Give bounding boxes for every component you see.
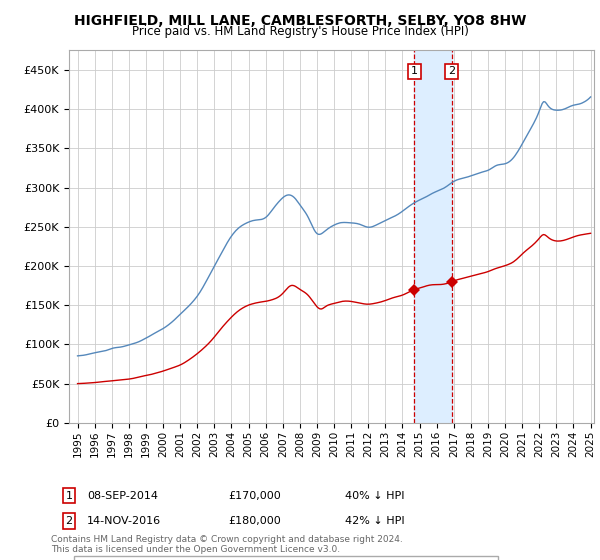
Text: 1: 1 (411, 67, 418, 77)
Legend: HIGHFIELD, MILL LANE, CAMBLESFORTH, SELBY, YO8 8HW (detached house), HPI: Averag: HIGHFIELD, MILL LANE, CAMBLESFORTH, SELB… (74, 556, 498, 560)
Text: 42% ↓ HPI: 42% ↓ HPI (345, 516, 404, 526)
Text: £180,000: £180,000 (228, 516, 281, 526)
Text: Contains HM Land Registry data © Crown copyright and database right 2024.
This d: Contains HM Land Registry data © Crown c… (51, 535, 403, 554)
Text: 40% ↓ HPI: 40% ↓ HPI (345, 491, 404, 501)
Text: 08-SEP-2014: 08-SEP-2014 (87, 491, 158, 501)
Bar (414, 50, 452, 423)
Text: 1: 1 (65, 491, 73, 501)
Text: 2: 2 (448, 67, 455, 77)
Text: Price paid vs. HM Land Registry's House Price Index (HPI): Price paid vs. HM Land Registry's House … (131, 25, 469, 38)
Text: £170,000: £170,000 (228, 491, 281, 501)
Text: 2: 2 (65, 516, 73, 526)
Text: 14-NOV-2016: 14-NOV-2016 (87, 516, 161, 526)
Text: HIGHFIELD, MILL LANE, CAMBLESFORTH, SELBY, YO8 8HW: HIGHFIELD, MILL LANE, CAMBLESFORTH, SELB… (74, 14, 526, 28)
